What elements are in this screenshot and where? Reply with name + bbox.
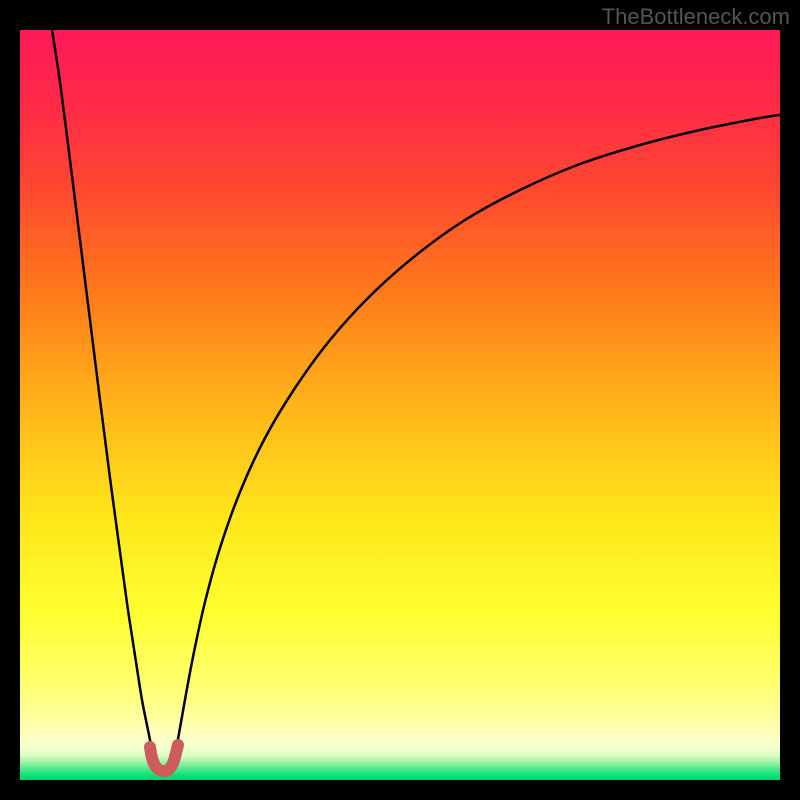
bottleneck-chart-svg xyxy=(0,0,800,800)
chart-root: TheBottleneck.com xyxy=(0,0,800,800)
gradient-panel xyxy=(20,30,780,780)
